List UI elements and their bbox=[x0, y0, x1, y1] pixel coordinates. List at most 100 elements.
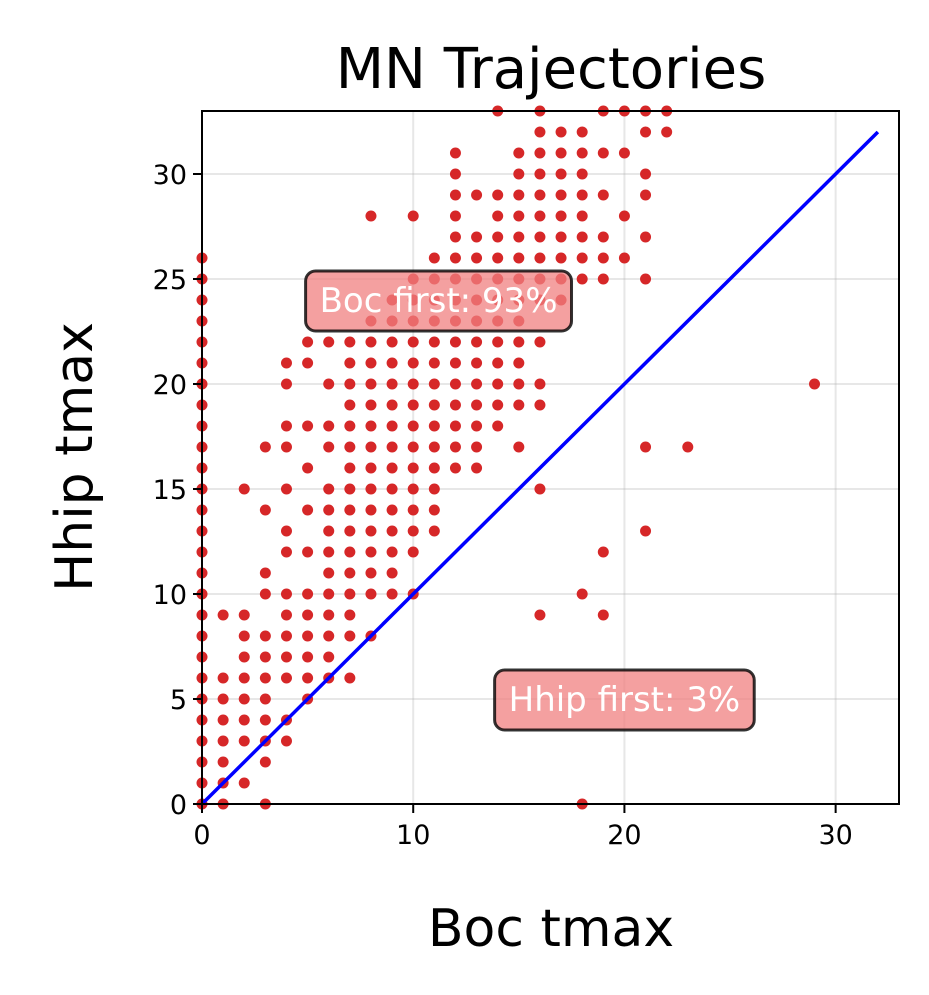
scatter-point bbox=[428, 504, 440, 516]
scatter-point bbox=[344, 357, 356, 369]
annotation-box: Hhip first: 3% bbox=[493, 668, 756, 732]
scatter-point bbox=[259, 714, 271, 726]
scatter-point bbox=[471, 378, 483, 390]
scatter-point bbox=[302, 504, 314, 516]
scatter-point bbox=[640, 231, 652, 243]
scatter-point bbox=[534, 126, 546, 138]
scatter-point bbox=[238, 609, 250, 621]
scatter-point bbox=[302, 462, 314, 474]
scatter-point bbox=[386, 525, 398, 537]
scatter-point bbox=[344, 609, 356, 621]
scatter-point bbox=[534, 210, 546, 222]
scatter-point bbox=[576, 252, 588, 264]
scatter-point bbox=[280, 357, 292, 369]
scatter-point bbox=[259, 441, 271, 453]
scatter-point bbox=[238, 693, 250, 705]
scatter-point bbox=[513, 168, 525, 180]
scatter-point bbox=[534, 378, 546, 390]
axis-ticks: 0 10 20 30 0 5 10 15 20 25 30 bbox=[153, 160, 853, 851]
scatter-point bbox=[238, 630, 250, 642]
scatter-point bbox=[259, 588, 271, 600]
y-axis-label: Hhip tmax bbox=[45, 322, 105, 592]
scatter-point bbox=[386, 462, 398, 474]
scatter-point bbox=[407, 399, 419, 411]
scatter-point bbox=[449, 378, 461, 390]
y-tick-label: 0 bbox=[170, 790, 187, 821]
scatter-point bbox=[661, 126, 673, 138]
diagonal-line bbox=[200, 130, 880, 806]
scatter-point bbox=[576, 588, 588, 600]
scatter-point bbox=[471, 189, 483, 201]
scatter-point bbox=[492, 189, 504, 201]
scatter-point bbox=[259, 504, 271, 516]
scatter-point bbox=[428, 336, 440, 348]
scatter-point bbox=[344, 504, 356, 516]
scatter-point bbox=[386, 378, 398, 390]
scatter-point bbox=[682, 441, 694, 453]
scatter-point bbox=[513, 147, 525, 159]
scatter-point bbox=[217, 672, 229, 684]
scatter-point bbox=[428, 252, 440, 264]
scatter-point bbox=[323, 504, 335, 516]
scatter-point bbox=[618, 210, 630, 222]
scatter-point bbox=[428, 462, 440, 474]
scatter-point bbox=[407, 357, 419, 369]
annotation-background bbox=[304, 269, 574, 333]
scatter-point bbox=[597, 252, 609, 264]
scatter-point bbox=[386, 420, 398, 432]
scatter-point bbox=[449, 147, 461, 159]
scatter-point bbox=[280, 378, 292, 390]
scatter-point bbox=[238, 714, 250, 726]
scatter-point bbox=[344, 399, 356, 411]
scatter-point bbox=[302, 420, 314, 432]
scatter-point bbox=[407, 336, 419, 348]
scatter-point bbox=[534, 483, 546, 495]
scatter-point bbox=[492, 399, 504, 411]
scatter-point bbox=[280, 546, 292, 558]
scatter-point bbox=[259, 567, 271, 579]
scatter-point bbox=[534, 189, 546, 201]
scatter-point bbox=[344, 567, 356, 579]
scatter-point bbox=[407, 210, 419, 222]
scatter-point bbox=[386, 546, 398, 558]
scatter-point bbox=[513, 357, 525, 369]
scatter-point bbox=[302, 336, 314, 348]
scatter-point bbox=[428, 483, 440, 495]
scatter-point bbox=[407, 441, 419, 453]
scatter-point bbox=[344, 525, 356, 537]
scatter-point bbox=[428, 420, 440, 432]
scatter-point bbox=[555, 231, 567, 243]
scatter-point bbox=[640, 189, 652, 201]
scatter-point bbox=[217, 714, 229, 726]
scatter-point bbox=[513, 441, 525, 453]
scatter-point bbox=[449, 420, 461, 432]
scatter-point bbox=[323, 588, 335, 600]
y-tick-label: 10 bbox=[153, 580, 187, 611]
scatter-point bbox=[323, 546, 335, 558]
scatter-point bbox=[280, 441, 292, 453]
scatter-point bbox=[492, 378, 504, 390]
scatter-point bbox=[597, 147, 609, 159]
scatter-point bbox=[365, 378, 377, 390]
scatter-point bbox=[280, 672, 292, 684]
scatter-point bbox=[386, 483, 398, 495]
scatter-point bbox=[259, 630, 271, 642]
scatter-point bbox=[471, 399, 483, 411]
scatter-point bbox=[365, 420, 377, 432]
scatter-point bbox=[365, 546, 377, 558]
scatter-point bbox=[534, 231, 546, 243]
scatter-point bbox=[344, 672, 356, 684]
y-tick-label: 30 bbox=[153, 160, 187, 191]
scatter-point bbox=[323, 420, 335, 432]
scatter-point bbox=[640, 525, 652, 537]
scatter-point bbox=[576, 273, 588, 285]
scatter-point bbox=[217, 693, 229, 705]
scatter-point bbox=[555, 168, 567, 180]
scatter-point bbox=[407, 420, 419, 432]
y-tick-label: 5 bbox=[170, 685, 187, 716]
scatter-point bbox=[386, 567, 398, 579]
scatter-point bbox=[576, 126, 588, 138]
scatter-point bbox=[449, 441, 461, 453]
